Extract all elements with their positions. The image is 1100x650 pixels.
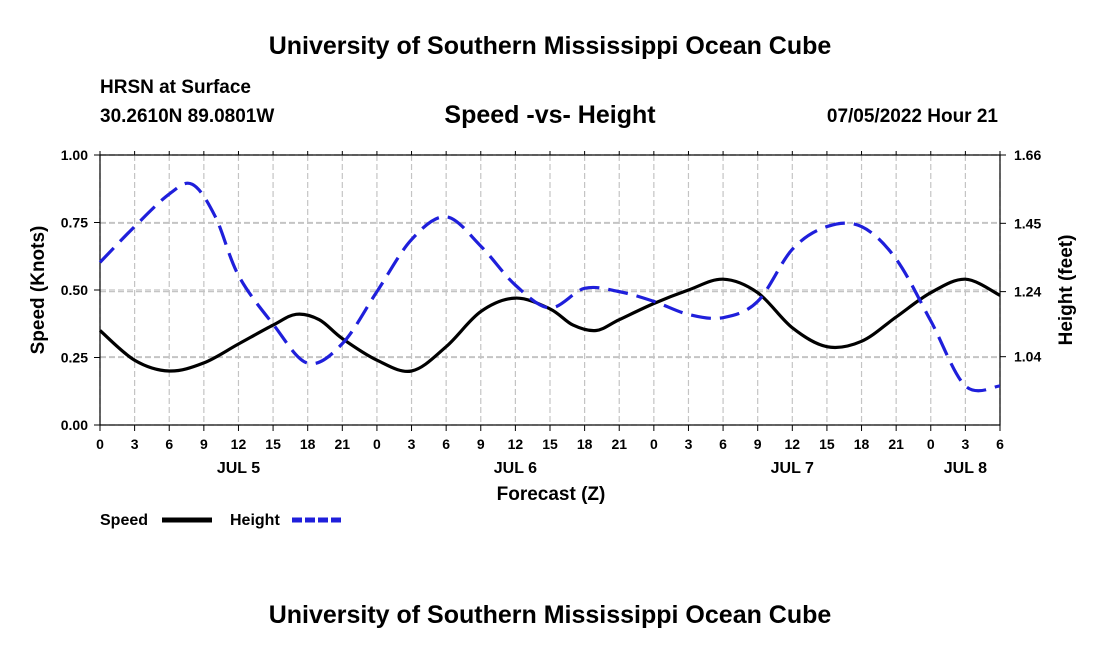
x-tick-label: 9 — [477, 436, 485, 452]
x-tick-label: 3 — [961, 436, 969, 452]
datetime-label: 07/05/2022 Hour 21 — [826, 106, 998, 127]
y-right-tick-label: 1.24 — [1014, 284, 1041, 300]
axis-ticks: 0 3 6 9 12 15 18 21 0 3 6 9 12 15 18 21 0 3 6 9 12 15 18 21 0 3 6 0… — [61, 147, 1042, 477]
y-axis-right-label: Height (feet) — [1056, 235, 1077, 346]
x-tick-label: 3 — [408, 436, 416, 452]
x-tick-label: 0 — [650, 436, 658, 452]
legend-speed-label: Speed — [100, 512, 148, 529]
day-label: JUL 5 — [217, 460, 260, 477]
y-axis-left-label: Speed (Knots) — [28, 226, 49, 355]
x-tick-label: 15 — [542, 436, 558, 452]
series-line-height — [98, 181, 1001, 393]
series-line-speed — [98, 277, 1001, 373]
y-left-tick-label: 0.75 — [61, 215, 88, 231]
day-label: JUL 6 — [494, 460, 537, 477]
y-right-tick-label: 1.04 — [1014, 349, 1041, 365]
y-right-tick-label: 1.66 — [1014, 147, 1041, 163]
legend-height-label: Height — [230, 512, 280, 529]
x-tick-label: 6 — [442, 436, 450, 452]
x-tick-label: 0 — [96, 436, 104, 452]
y-left-tick-label: 0.25 — [61, 350, 88, 366]
x-tick-label: 21 — [335, 436, 351, 452]
station-label: HRSN at Surface — [100, 77, 251, 98]
x-tick-label: 6 — [996, 436, 1004, 452]
x-tick-label: 12 — [231, 436, 247, 452]
coordinates-label: 30.2610N 89.0801W — [100, 106, 275, 127]
x-tick-label: 21 — [611, 436, 627, 452]
series-lines — [98, 181, 1001, 393]
x-tick-label: 18 — [854, 436, 870, 452]
x-tick-label: 18 — [577, 436, 593, 452]
day-label: JUL 7 — [771, 460, 814, 477]
y-left-tick-label: 0.50 — [61, 282, 88, 298]
x-tick-label: 0 — [373, 436, 381, 452]
y-left-tick-label: 0.00 — [61, 417, 88, 433]
x-tick-label: 6 — [719, 436, 727, 452]
x-tick-label: 21 — [888, 436, 904, 452]
x-tick-label: 12 — [785, 436, 801, 452]
x-tick-label: 15 — [265, 436, 281, 452]
x-tick-label: 12 — [508, 436, 524, 452]
x-tick-label: 9 — [200, 436, 208, 452]
y-left-tick-label: 1.00 — [61, 147, 88, 163]
x-tick-label: 18 — [300, 436, 316, 452]
x-tick-label: 15 — [819, 436, 835, 452]
chart-grid — [99, 154, 1001, 426]
x-axis-label: Forecast (Z) — [497, 484, 606, 505]
bottom-banner-title: University of Southern Mississippi Ocean… — [268, 601, 832, 629]
chart-title: Speed -vs- Height — [444, 101, 656, 129]
x-tick-label: 3 — [131, 436, 139, 452]
top-banner-title: University of Southern Mississippi Ocean… — [268, 32, 832, 60]
x-tick-label: 3 — [685, 436, 693, 452]
y-right-tick-label: 1.45 — [1014, 215, 1041, 231]
x-tick-label: 0 — [927, 436, 935, 452]
x-tick-label: 6 — [165, 436, 173, 452]
day-label: JUL 8 — [944, 460, 987, 477]
x-tick-label: 9 — [754, 436, 762, 452]
